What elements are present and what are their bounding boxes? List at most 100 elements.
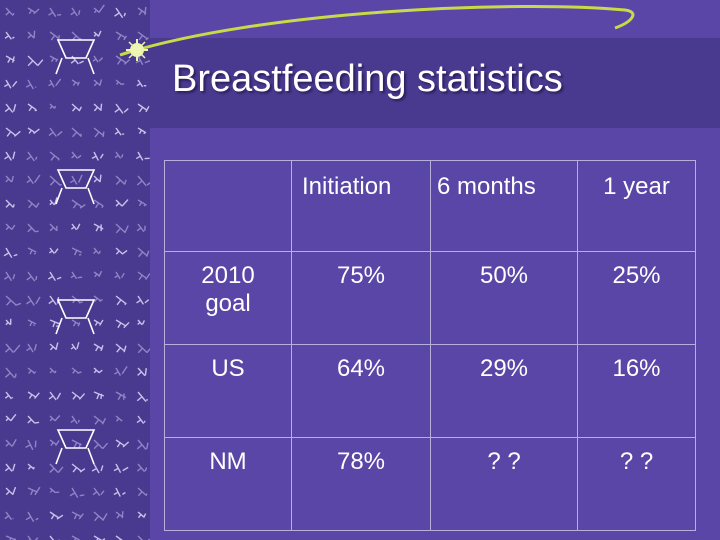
doodle-mark xyxy=(137,103,150,113)
doodle-mark xyxy=(137,199,147,207)
doodle-mark xyxy=(136,175,150,187)
doodle-mark xyxy=(93,127,105,138)
doodle-mark xyxy=(4,463,16,472)
doodle-mark xyxy=(4,343,21,354)
doodle-mark xyxy=(27,535,39,540)
doodle-mark xyxy=(27,319,37,327)
doodle-mark xyxy=(71,535,80,540)
doodle-mark xyxy=(27,199,40,209)
doodle-mark xyxy=(93,439,109,450)
doodle-mark xyxy=(92,487,105,497)
decorative-pattern-strip xyxy=(0,0,150,540)
row-label-line1: US xyxy=(211,355,245,382)
row-label-line1: NM xyxy=(209,448,247,475)
doodle-mark xyxy=(4,391,14,400)
doodle-mark xyxy=(48,78,62,88)
doodle-mark xyxy=(136,391,148,402)
doodle-mark xyxy=(115,247,128,255)
drum-motif xyxy=(55,39,96,75)
doodle-mark xyxy=(114,271,125,280)
doodle-mark xyxy=(115,535,123,540)
doodle-mark xyxy=(25,511,39,523)
doodle-mark xyxy=(4,151,16,161)
doodle-mark xyxy=(93,319,104,326)
doodle-mark xyxy=(5,7,15,16)
cell-one-year: ? ? xyxy=(577,437,696,531)
table-row: NM 78% ? ? ? ? xyxy=(164,437,696,531)
doodle-mark xyxy=(137,127,147,135)
doodle-mark xyxy=(49,439,60,447)
doodle-mark xyxy=(93,223,104,232)
page-title: Breastfeeding statistics xyxy=(172,58,563,100)
cell-initiation: 64% xyxy=(291,344,431,438)
doodle-mark xyxy=(93,199,104,209)
doodle-mark xyxy=(27,103,38,112)
doodle-mark xyxy=(49,319,61,328)
doodle-mark xyxy=(5,486,17,496)
statistics-table: Initiation 6 months 1 year 2010 goal 75%… xyxy=(164,160,696,531)
doodle-mark xyxy=(114,127,125,136)
doodle-mark xyxy=(93,343,104,352)
doodle-mark xyxy=(27,486,41,496)
doodle-mark xyxy=(5,413,17,422)
doodle-mark xyxy=(49,223,58,232)
doodle-mark xyxy=(49,175,62,186)
doodle-mark xyxy=(47,271,62,282)
doodle-mark xyxy=(48,7,62,18)
header-one-year: 1 year xyxy=(577,160,696,252)
header-six-months: 6 months xyxy=(430,160,578,252)
doodle-mark xyxy=(48,127,63,137)
doodle-mark xyxy=(137,511,147,519)
doodle-mark xyxy=(115,343,127,353)
doodle-mark xyxy=(115,511,124,519)
doodle-mark xyxy=(136,415,146,424)
doodle-mark xyxy=(114,151,124,159)
doodle-mark xyxy=(4,31,15,40)
doodle-mark xyxy=(92,55,104,63)
header-initiation: Initiation xyxy=(291,160,431,252)
doodle-mark xyxy=(70,415,80,425)
row-label: NM xyxy=(164,437,292,531)
doodle-mark xyxy=(49,367,57,374)
doodle-mark xyxy=(71,511,84,520)
doodle-mark xyxy=(137,343,150,354)
table-header-row: Initiation 6 months 1 year xyxy=(164,160,696,252)
doodle-mark xyxy=(137,271,150,281)
doodle-mark xyxy=(71,367,82,374)
doodle-mark xyxy=(93,79,103,87)
doodle-mark xyxy=(93,270,103,278)
doodle-mark xyxy=(135,151,150,161)
doodle-mark xyxy=(5,295,22,306)
doodle-mark xyxy=(136,79,147,88)
drum-motif xyxy=(55,299,96,335)
doodle-mark xyxy=(115,175,127,185)
doodle-mark xyxy=(115,31,128,41)
doodle-mark xyxy=(5,318,12,326)
doodle-mark xyxy=(26,151,38,162)
pattern-icon xyxy=(3,4,150,540)
doodle-mark xyxy=(49,31,61,41)
doodle-mark xyxy=(27,247,37,255)
doodle-mark xyxy=(93,103,103,112)
doodle-mark xyxy=(70,223,81,231)
doodle-mark xyxy=(4,511,14,521)
doodle-mark xyxy=(71,391,86,400)
doodle-mark xyxy=(137,247,150,258)
doodle-mark xyxy=(5,127,21,137)
doodle-mark xyxy=(93,30,102,37)
doodle-mark xyxy=(27,30,36,39)
doodle-mark xyxy=(3,247,18,259)
doodle-mark xyxy=(71,199,86,209)
doodle-mark xyxy=(71,79,80,87)
doodle-mark xyxy=(48,295,60,306)
doodle-mark xyxy=(115,79,125,86)
doodle-mark xyxy=(25,79,37,90)
doodle-mark xyxy=(26,174,41,185)
doodle-mark xyxy=(71,31,82,41)
doodle-mark xyxy=(49,197,58,206)
doodle-mark xyxy=(93,247,101,255)
doodle-mark xyxy=(27,7,40,15)
doodle-mark xyxy=(93,4,105,14)
cell-six-months: 29% xyxy=(430,344,578,438)
doodle-mark xyxy=(136,439,149,451)
